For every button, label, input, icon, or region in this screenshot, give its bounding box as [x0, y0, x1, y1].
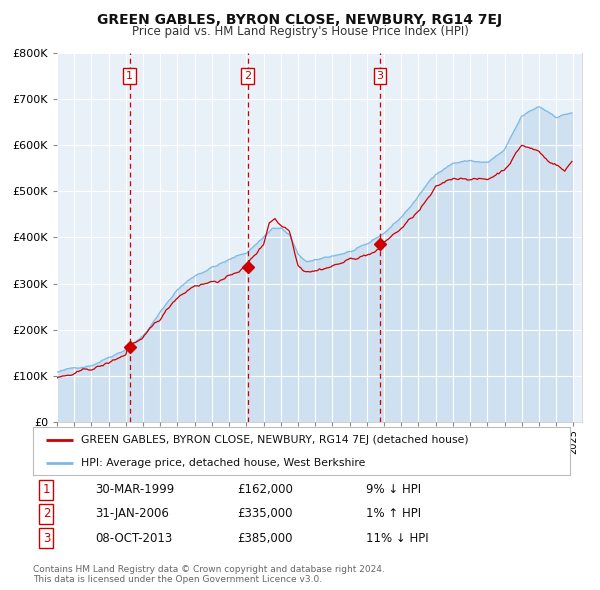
Text: GREEN GABLES, BYRON CLOSE, NEWBURY, RG14 7EJ (detached house): GREEN GABLES, BYRON CLOSE, NEWBURY, RG14…: [82, 435, 469, 445]
Text: Price paid vs. HM Land Registry's House Price Index (HPI): Price paid vs. HM Land Registry's House …: [131, 25, 469, 38]
Text: £335,000: £335,000: [237, 507, 293, 520]
Text: 08-OCT-2013: 08-OCT-2013: [95, 532, 172, 545]
Text: 2: 2: [43, 507, 50, 520]
Text: £162,000: £162,000: [237, 483, 293, 496]
Text: 1: 1: [126, 71, 133, 81]
Text: 3: 3: [43, 532, 50, 545]
Text: 31-JAN-2006: 31-JAN-2006: [95, 507, 169, 520]
Text: £385,000: £385,000: [237, 532, 293, 545]
Text: This data is licensed under the Open Government Licence v3.0.: This data is licensed under the Open Gov…: [33, 575, 322, 584]
Text: HPI: Average price, detached house, West Berkshire: HPI: Average price, detached house, West…: [82, 458, 366, 468]
Text: 1% ↑ HPI: 1% ↑ HPI: [366, 507, 421, 520]
Text: GREEN GABLES, BYRON CLOSE, NEWBURY, RG14 7EJ: GREEN GABLES, BYRON CLOSE, NEWBURY, RG14…: [97, 13, 503, 27]
Text: 3: 3: [377, 71, 383, 81]
Text: Contains HM Land Registry data © Crown copyright and database right 2024.: Contains HM Land Registry data © Crown c…: [33, 565, 385, 573]
Text: 9% ↓ HPI: 9% ↓ HPI: [366, 483, 421, 496]
Text: 11% ↓ HPI: 11% ↓ HPI: [366, 532, 428, 545]
Text: 30-MAR-1999: 30-MAR-1999: [95, 483, 174, 496]
Text: 2: 2: [244, 71, 251, 81]
Text: 1: 1: [43, 483, 50, 496]
